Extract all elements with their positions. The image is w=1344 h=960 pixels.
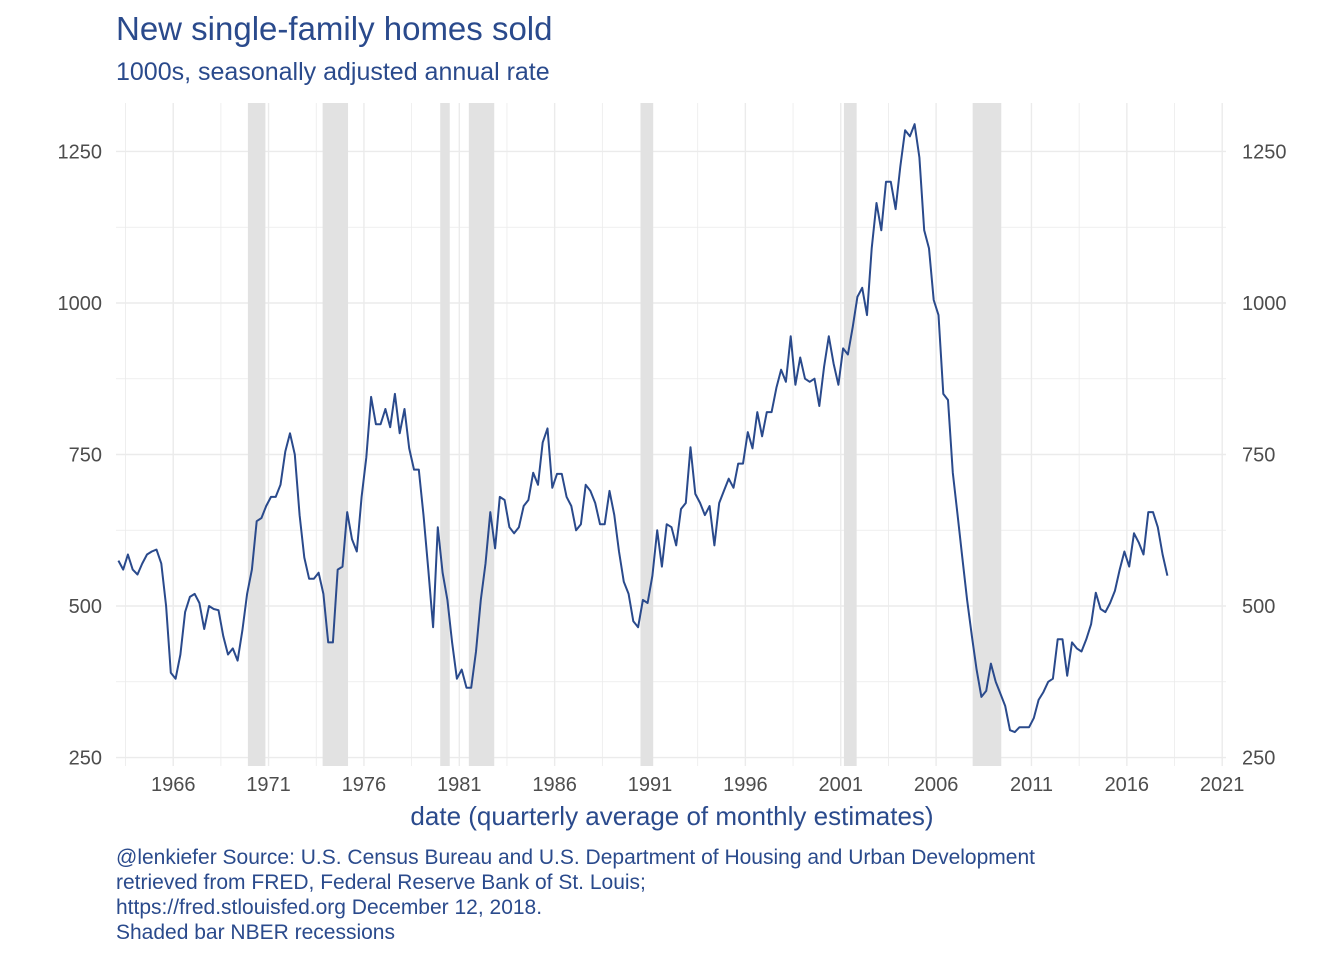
y-tick-label-right: 1000 bbox=[1242, 293, 1287, 315]
x-tick-label: 1996 bbox=[723, 774, 768, 796]
recession-bar bbox=[843, 103, 857, 766]
recession-bar bbox=[972, 103, 1002, 766]
x-tick-label: 2006 bbox=[914, 774, 959, 796]
caption-line-3: https://fred.stlouisfed.org December 12,… bbox=[116, 896, 543, 919]
y-tick-label-right: 250 bbox=[1242, 748, 1275, 770]
y-tick-label-right: 500 bbox=[1242, 596, 1275, 618]
series-line bbox=[117, 123, 1169, 734]
y-tick-label-right: 750 bbox=[1242, 444, 1275, 466]
recession-bars bbox=[247, 103, 1002, 766]
x-tick-label: 1971 bbox=[246, 774, 291, 796]
y-tick-label-left: 1250 bbox=[58, 141, 103, 163]
recession-bar bbox=[640, 103, 654, 766]
recession-bar bbox=[440, 103, 450, 766]
caption-line-2: retrieved from FRED, Federal Reserve Ban… bbox=[116, 871, 646, 894]
x-axis-label: date (quarterly average of monthly estim… bbox=[410, 801, 933, 831]
recession-bar bbox=[322, 103, 349, 766]
x-tick-label: 2011 bbox=[1010, 774, 1053, 796]
y-axis-tick-labels: 250 250 500 500 750 750 1000 1000 1250 1250 bbox=[58, 141, 1287, 769]
x-tick-label: 2021 bbox=[1200, 774, 1245, 796]
series-lines bbox=[117, 123, 1169, 734]
chart-subtitle: 1000s, seasonally adjusted annual rate bbox=[116, 58, 550, 86]
grid-lines bbox=[116, 103, 1226, 766]
chart-caption: @lenkiefer Source: U.S. Census Bureau an… bbox=[116, 845, 1035, 945]
recession-bar bbox=[247, 103, 266, 766]
caption-line-4: Shaded bar NBER recessions bbox=[116, 921, 395, 944]
y-tick-label-left: 500 bbox=[69, 596, 102, 618]
chart-title: New single-family homes sold bbox=[116, 10, 553, 47]
recession-bar bbox=[468, 103, 495, 766]
x-axis-tick-labels: 1966 1971 1976 1981 1986 1991 1996 2001 2006 2011… bbox=[151, 774, 1244, 796]
x-tick-label: 2001 bbox=[818, 774, 863, 796]
y-tick-label-left: 750 bbox=[69, 444, 102, 466]
x-tick-label: 1966 bbox=[151, 774, 196, 796]
caption-line-1: @lenkiefer Source: U.S. Census Bureau an… bbox=[116, 846, 1035, 869]
x-tick-label: 2016 bbox=[1105, 774, 1150, 796]
y-tick-label-right: 1250 bbox=[1242, 141, 1287, 163]
x-tick-label: 1981 bbox=[437, 774, 482, 796]
x-tick-label: 1986 bbox=[532, 774, 577, 796]
y-tick-label-left: 1000 bbox=[58, 293, 103, 315]
y-tick-label-left: 250 bbox=[69, 748, 102, 770]
x-tick-label: 1976 bbox=[342, 774, 387, 796]
x-tick-label: 1991 bbox=[628, 774, 673, 796]
